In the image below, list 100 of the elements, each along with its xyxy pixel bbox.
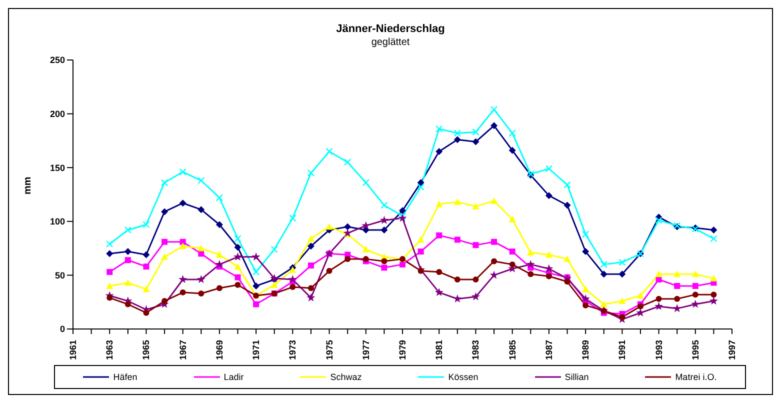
point xyxy=(581,294,590,303)
point xyxy=(490,270,498,279)
point xyxy=(198,176,205,184)
x-tick-label: 1991 xyxy=(617,340,628,360)
point xyxy=(344,256,351,262)
point xyxy=(490,106,498,114)
point xyxy=(691,300,700,308)
point xyxy=(308,285,314,292)
point xyxy=(454,236,460,243)
point xyxy=(234,274,241,280)
point xyxy=(252,268,260,276)
point xyxy=(326,223,333,230)
point xyxy=(198,290,204,296)
point xyxy=(674,282,680,289)
y-tick-label: 50 xyxy=(54,270,65,280)
point xyxy=(436,200,443,208)
x-tick-label: 1995 xyxy=(690,340,700,360)
point xyxy=(582,230,590,238)
point xyxy=(472,202,480,210)
point xyxy=(472,242,479,248)
point xyxy=(306,293,316,302)
point xyxy=(618,258,626,266)
point xyxy=(362,246,370,252)
x-tick-label: 1969 xyxy=(214,340,224,360)
point xyxy=(692,270,699,278)
y-tick-label: 250 xyxy=(50,55,65,66)
point xyxy=(491,238,498,245)
x-tick-label: 1987 xyxy=(544,340,554,360)
point xyxy=(508,216,516,222)
point xyxy=(307,242,314,250)
y-tick-label: 100 xyxy=(50,216,65,227)
point xyxy=(672,304,682,312)
point xyxy=(710,235,718,242)
point xyxy=(454,136,461,144)
point xyxy=(142,286,150,292)
point xyxy=(216,194,224,202)
point xyxy=(582,248,590,256)
chart-subtitle: geglättet xyxy=(370,37,411,48)
point xyxy=(196,275,206,284)
point xyxy=(160,179,168,186)
point xyxy=(528,271,534,278)
point xyxy=(234,263,242,270)
point xyxy=(417,183,424,191)
point xyxy=(471,292,480,300)
point xyxy=(142,221,150,228)
point xyxy=(418,248,424,255)
point xyxy=(582,302,589,308)
point xyxy=(564,181,571,188)
point xyxy=(180,289,186,296)
point xyxy=(472,128,480,136)
point xyxy=(106,240,114,248)
legend-label: Schwaz xyxy=(330,372,362,382)
point xyxy=(526,260,535,268)
point xyxy=(380,202,388,209)
point xyxy=(619,314,626,320)
point xyxy=(143,264,150,270)
point xyxy=(142,251,150,258)
point xyxy=(655,270,662,278)
point xyxy=(106,282,114,289)
point xyxy=(307,169,315,177)
point xyxy=(654,302,664,310)
point xyxy=(106,294,113,301)
point xyxy=(600,260,608,268)
point xyxy=(544,264,554,272)
point xyxy=(179,168,186,176)
y-axis-title: mm xyxy=(22,176,34,194)
x-tick-label: 1973 xyxy=(288,340,298,360)
point xyxy=(436,125,443,132)
point xyxy=(216,285,222,292)
legend-label: Matrei i.O. xyxy=(675,372,717,382)
point xyxy=(692,292,698,298)
point xyxy=(289,214,296,222)
point xyxy=(234,235,242,242)
point xyxy=(436,268,442,275)
point xyxy=(656,296,662,302)
point xyxy=(308,262,314,269)
point xyxy=(270,274,279,282)
point xyxy=(179,200,186,207)
point xyxy=(618,298,626,304)
point xyxy=(124,248,132,256)
legend-label: Häfen xyxy=(113,372,138,382)
point xyxy=(692,282,698,289)
point xyxy=(655,216,662,224)
point xyxy=(252,252,260,261)
point xyxy=(162,238,168,245)
point xyxy=(600,270,608,278)
point xyxy=(143,310,150,316)
point xyxy=(490,122,498,130)
point xyxy=(216,251,223,258)
point xyxy=(454,198,461,206)
point xyxy=(545,251,552,258)
point xyxy=(326,148,333,156)
point xyxy=(472,138,480,146)
point xyxy=(509,248,516,255)
x-tick-label: 1983 xyxy=(470,340,481,360)
x-tick-label: 1989 xyxy=(580,340,591,360)
point xyxy=(417,179,424,186)
x-tick-label: 1975 xyxy=(324,340,334,360)
point xyxy=(490,197,498,204)
point xyxy=(656,276,662,283)
